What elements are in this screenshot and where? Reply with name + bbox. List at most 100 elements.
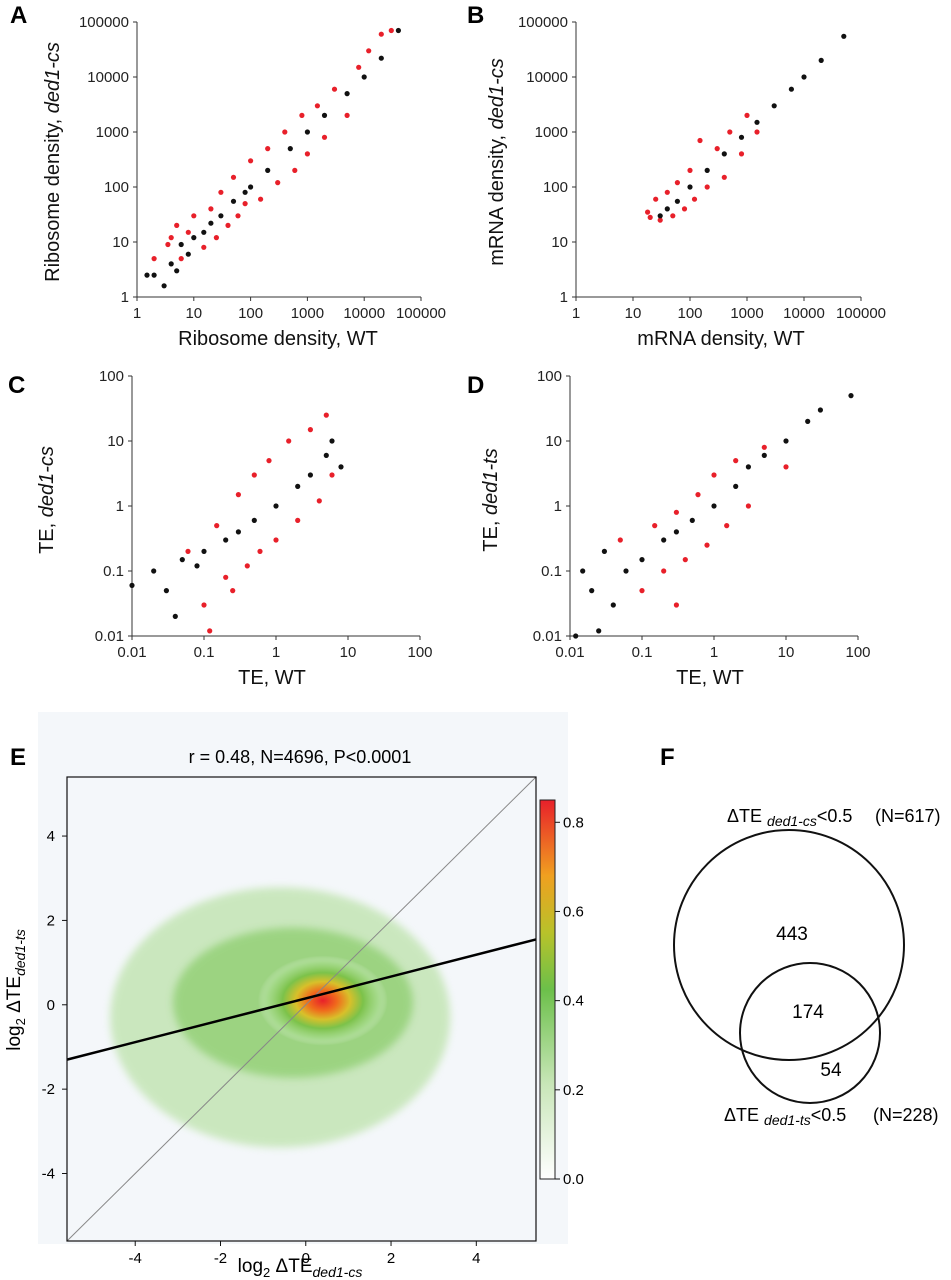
point-other (161, 283, 167, 289)
point-other (329, 438, 335, 444)
x-tick-label: 10 (185, 305, 202, 322)
y-tick-label: 1 (121, 289, 129, 306)
point-other (144, 272, 150, 278)
point-other (704, 167, 710, 173)
scatter-panel-d: 0.01 0.1 1 10 100 0.01 0.1 1 10 100 TE, WT TE, d… (480, 368, 871, 689)
point-other (235, 529, 241, 535)
point-significant (191, 213, 197, 219)
point-significant (286, 438, 292, 444)
point-significant (218, 189, 224, 195)
x-tick-label: 1000 (291, 305, 324, 322)
point-other (711, 503, 717, 509)
point-other (783, 438, 789, 444)
point-other (664, 206, 670, 212)
point-other (841, 33, 847, 39)
y-tick-label: 100 (104, 179, 129, 196)
x-tick-label: 0.1 (632, 644, 653, 661)
point-significant (185, 229, 191, 235)
y-tick-label: 10 (112, 234, 129, 251)
point-significant (242, 201, 248, 207)
point-significant (282, 129, 288, 135)
x-tick-labels: 0.01 0.1 1 10 100 (117, 644, 432, 661)
x-tick-labels: 1 10 100 1000 10000 100000 (572, 305, 886, 322)
venn-only-b: 54 (820, 1060, 842, 1081)
point-other (201, 229, 207, 235)
point-significant (258, 196, 264, 202)
x-tick-label: 0 (302, 1250, 310, 1267)
point-other (801, 74, 807, 80)
point-significant (292, 167, 298, 173)
point-significant (661, 568, 667, 574)
point-significant (235, 213, 241, 219)
y-tick-label: 0.01 (533, 628, 562, 645)
point-other (151, 272, 157, 278)
point-significant (208, 206, 214, 212)
point-other (323, 452, 329, 458)
point-other (573, 633, 579, 639)
point-significant (273, 537, 279, 543)
point-significant (704, 184, 710, 190)
point-other (639, 557, 645, 563)
point-significant (356, 64, 362, 70)
point-significant (687, 167, 693, 173)
y-tick-label: 0.01 (95, 628, 124, 645)
x-axis-label: Ribosome density, WT (178, 328, 378, 350)
x-tick-label: 1 (710, 644, 718, 661)
x-axis-label: TE, WT (238, 667, 306, 689)
point-other (721, 151, 727, 157)
point-significant (299, 112, 305, 118)
point-significant (201, 602, 207, 608)
point-other (848, 393, 854, 399)
point-significant (151, 256, 157, 262)
point-significant (704, 542, 710, 548)
x-tick-label: 10 (340, 644, 357, 661)
colorbar-tick-label: 0.4 (563, 993, 584, 1010)
point-significant (653, 196, 659, 202)
point-significant (714, 146, 720, 152)
point-other (745, 464, 752, 470)
point-significant (647, 214, 653, 220)
point-significant (344, 112, 350, 118)
point-other (589, 588, 595, 594)
point-significant (248, 158, 254, 164)
panel-label-b: B (467, 2, 484, 29)
point-other (818, 57, 824, 64)
plot-frame (66, 776, 537, 1242)
venn-only-a: 443 (776, 924, 808, 945)
y-tick-label: 100 (99, 368, 124, 385)
identity-line (66, 776, 537, 1242)
point-other (623, 568, 629, 574)
y-tick-label: 4 (47, 828, 55, 845)
point-significant (235, 492, 241, 498)
point-significant (378, 31, 384, 37)
colorbar-tick-label: 0.0 (563, 1171, 584, 1188)
point-other (185, 251, 191, 257)
point-significant (738, 151, 745, 157)
panel-label-e: E (10, 744, 26, 771)
x-tick-label: 100 (845, 644, 870, 661)
point-other (179, 557, 185, 563)
y-tick-label: 100 (543, 179, 568, 196)
point-other (687, 184, 693, 190)
data-points (573, 393, 854, 639)
point-significant (645, 209, 651, 215)
point-significant (745, 503, 752, 509)
y-tick-label: 2 (47, 912, 55, 929)
data-points (645, 33, 847, 223)
point-other (218, 213, 224, 219)
point-other (673, 529, 680, 535)
point-significant (174, 222, 180, 228)
point-other (265, 167, 271, 173)
point-significant (691, 196, 698, 202)
point-significant (761, 444, 767, 450)
scatter-panel-b: 1 10 100 1000 10000 100000 1 10 100 1000 10000 100… (486, 14, 886, 350)
point-significant (316, 498, 322, 504)
y-axis-label: TE, ded1-ts (480, 448, 502, 551)
point-significant (214, 523, 220, 529)
x-tick-label: -4 (129, 1250, 142, 1267)
x-tick-label: 1 (133, 305, 141, 322)
y-tick-label: 10 (107, 433, 124, 450)
point-other (596, 628, 602, 634)
point-significant (673, 509, 680, 515)
